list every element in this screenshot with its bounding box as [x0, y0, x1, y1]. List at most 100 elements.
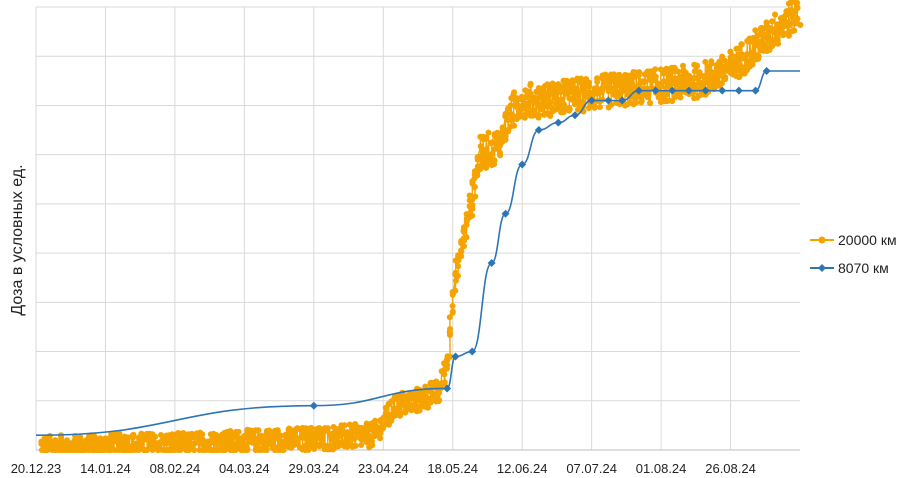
series-20000km-point	[608, 101, 615, 108]
series-20000km-point	[449, 303, 456, 309]
series-20000km-point	[511, 89, 518, 96]
series-20000km-point	[497, 152, 504, 159]
series-20000km-point	[538, 106, 545, 113]
series-20000km-point	[227, 435, 234, 442]
series-20000km-point	[274, 427, 281, 434]
series-20000km-point	[241, 435, 248, 442]
x-tick-labels: 20.12.23 14.01.24 08.02.24 04.03.24 29.03.24…	[11, 461, 756, 476]
series-8070km-marker	[762, 66, 771, 75]
series-20000km-point	[755, 32, 762, 39]
series-20000km-point	[677, 79, 684, 86]
series-20000km-point	[219, 441, 226, 448]
series-20000km-point	[736, 57, 743, 63]
series-20000km-point	[458, 247, 464, 254]
series-20000km-point	[636, 69, 643, 76]
series-20000km-point	[764, 33, 770, 40]
series-20000km-point	[794, 15, 801, 22]
series-20000km-point	[738, 51, 745, 58]
series-20000km-point	[630, 83, 637, 90]
series-20000km-point	[658, 90, 665, 97]
series-20000km-point	[647, 100, 653, 107]
series-20000km-point	[718, 80, 725, 87]
x-tick-label: 29.03.24	[289, 461, 340, 476]
series-20000km-point	[511, 122, 518, 129]
series-8070km-marker	[554, 118, 563, 127]
series-20000km-point	[507, 102, 514, 109]
series-20000km-point	[458, 253, 465, 260]
series-20000km-point	[372, 417, 379, 424]
series-8070km	[35, 66, 800, 437]
series-20000km-point	[460, 228, 467, 235]
series-20000km-point	[352, 442, 359, 449]
series-20000km-point	[483, 135, 490, 142]
series-20000km-point	[199, 431, 206, 438]
y-axis-label: Доза в условных ед.	[9, 164, 26, 315]
series-20000km-point	[336, 433, 343, 440]
series-20000km-point	[480, 151, 487, 158]
series-20000km-point	[680, 62, 686, 69]
series-20000km-point	[769, 18, 776, 25]
series-8070km-marker	[451, 352, 460, 361]
series-20000km-point	[794, 5, 801, 11]
grid	[35, 6, 800, 451]
series-20000km-point	[738, 41, 745, 48]
series-20000km-point	[552, 85, 559, 92]
x-tick-label: 04.03.24	[219, 461, 270, 476]
legend: 20000 км 8070 км	[810, 232, 897, 276]
series-20000km-point	[675, 68, 681, 75]
series-20000km-point	[474, 172, 481, 179]
series-20000km-point	[794, 0, 801, 6]
series-20000km-point	[682, 81, 689, 88]
series-20000km-point	[443, 365, 450, 372]
series-20000km-point	[616, 93, 623, 100]
series-20000km-point	[722, 76, 729, 83]
series-20000km-point	[469, 212, 476, 219]
series-20000km-point	[547, 113, 554, 119]
series-8070km-marker	[751, 86, 760, 95]
series-20000km-point	[641, 79, 647, 86]
series-20000km-point	[441, 379, 448, 386]
series-20000km-line	[40, 0, 802, 453]
legend-label: 8070 км	[838, 260, 889, 276]
x-tick-label: 12.06.24	[497, 461, 548, 476]
series-20000km-point	[366, 432, 373, 439]
series-20000km-point	[708, 60, 715, 67]
series-20000km-point	[452, 287, 459, 294]
series-20000km-point	[280, 447, 286, 453]
series-20000km-point	[461, 243, 467, 250]
x-tick-label: 26.08.24	[705, 461, 756, 476]
series-20000km-point	[263, 447, 270, 453]
series-20000km-point	[766, 28, 773, 35]
series-20000km-point	[693, 63, 700, 70]
series-20000km-point	[758, 40, 765, 46]
series-20000km-point	[530, 107, 537, 114]
series-20000km-point	[691, 68, 698, 75]
series-20000km-point	[424, 395, 431, 402]
series-20000km-point	[775, 40, 782, 47]
series-20000km-point	[396, 406, 403, 413]
series-20000km-point	[449, 308, 456, 315]
series-20000km-point	[152, 433, 159, 440]
series-20000km-point	[397, 412, 404, 419]
series-8070km-marker	[684, 86, 693, 95]
series-8070km-marker	[570, 111, 579, 120]
series-20000km-point	[596, 104, 603, 111]
series-8070km-marker	[701, 86, 710, 95]
series-20000km-point	[413, 398, 420, 405]
series-20000km-point	[513, 97, 520, 104]
series-20000km-point	[591, 104, 598, 111]
series-20000km-point	[572, 90, 578, 97]
series-20000km-point	[544, 103, 551, 110]
series-20000km-point	[713, 74, 720, 81]
series-20000km-point	[519, 105, 526, 112]
series-20000km-point	[235, 428, 242, 435]
series-20000km-point	[277, 433, 284, 440]
series-8070km-marker	[468, 347, 477, 356]
series-20000km-point	[566, 107, 573, 114]
series-20000km-point	[561, 101, 567, 108]
series-20000km-point	[502, 134, 509, 141]
series-20000km-point	[452, 277, 459, 284]
series-20000km-point	[558, 96, 565, 103]
legend-marker	[818, 236, 826, 244]
series-20000km-point	[549, 80, 556, 87]
